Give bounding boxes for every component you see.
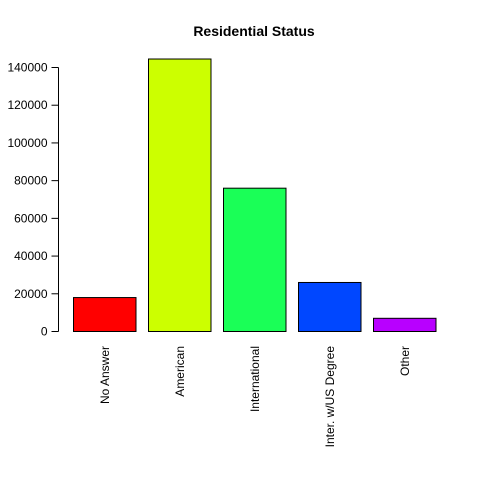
y-tick-label: 60000 — [14, 211, 48, 225]
x-tick-label: Other — [398, 346, 412, 376]
x-tick-label: American — [173, 346, 187, 397]
bar-american — [148, 58, 212, 333]
chart-title: Residential Status — [193, 23, 315, 39]
y-tick-label: 40000 — [14, 249, 48, 263]
y-tick-label: 0 — [41, 325, 48, 339]
y-tick-label: 140000 — [7, 61, 47, 75]
x-axis-labels: No Answer American International Inter. w/U… — [98, 346, 412, 448]
y-tick-label: 120000 — [7, 98, 47, 112]
bar-no-answer — [73, 297, 137, 332]
x-tick-label: International — [248, 346, 262, 412]
y-tick-label: 80000 — [14, 174, 48, 188]
y-tick-label: 100000 — [7, 136, 47, 150]
x-tick-label: No Answer — [98, 346, 112, 404]
y-axis: 0 20000 40000 60000 80000 100000 120000 140000 — [7, 61, 59, 339]
bars-group — [73, 58, 437, 333]
bar-other — [373, 317, 437, 332]
x-tick-label: Inter. w/US Degree — [323, 346, 337, 448]
bar-inter-w-us-degree — [298, 281, 362, 333]
y-tick-label: 20000 — [14, 287, 48, 301]
bar-international — [223, 187, 287, 332]
